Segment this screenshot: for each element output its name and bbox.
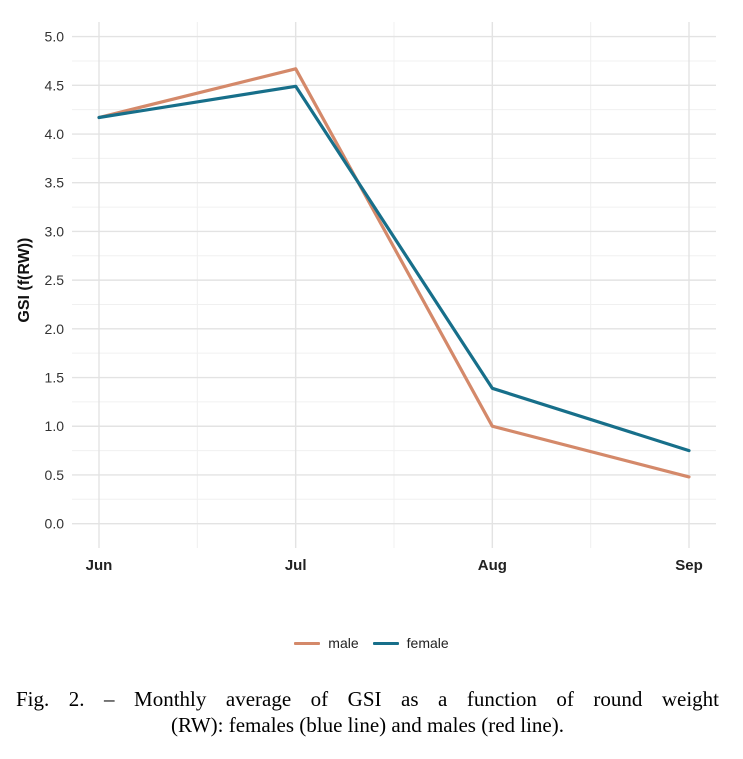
y-tick-label: 2.5 xyxy=(45,272,65,288)
legend-key-female xyxy=(372,641,399,645)
legend-item-female: female xyxy=(372,635,449,651)
legend: male female xyxy=(0,628,743,658)
y-tick-label: 5.0 xyxy=(45,29,65,45)
legend-label-female: female xyxy=(406,635,449,651)
y-tick-labels: 0.0 0.5 1.0 1.5 2.0 2.5 3.0 3.5 4.0 4.5 5.0 xyxy=(45,29,65,532)
x-tick-label-jun: Jun xyxy=(86,557,113,574)
y-tick-label: 2.0 xyxy=(45,321,65,337)
x-tick-label-aug: Aug xyxy=(478,557,507,574)
x-tick-label-sep: Sep xyxy=(675,557,703,574)
series-lines xyxy=(97,67,691,479)
y-tick-label: 4.5 xyxy=(45,77,65,93)
series-line-male xyxy=(97,67,691,479)
caption-line-2: (RW): females (blue line) and males (red… xyxy=(170,713,564,737)
legend-key-male xyxy=(294,641,321,645)
y-tick-label: 1.0 xyxy=(45,418,65,434)
grid-major xyxy=(72,22,716,548)
y-tick-label: 1.5 xyxy=(45,370,65,386)
y-tick-label: 0.5 xyxy=(45,467,65,483)
legend-item-male: male xyxy=(294,635,359,651)
y-axis-title: GSI (f(RW)) xyxy=(16,238,33,323)
grid-minor xyxy=(72,22,716,548)
figure-caption: Fig. 2. – Monthly average of GSI as a fu… xyxy=(16,686,719,738)
x-tick-label-jul: Jul xyxy=(285,557,307,574)
legend-label-male: male xyxy=(328,635,359,651)
series-line-female xyxy=(97,84,691,453)
y-tick-label: 0.0 xyxy=(45,516,65,532)
x-tick-labels: Jun Jul Aug Sep xyxy=(86,557,703,574)
caption-line-1: Fig. 2. – Monthly average of GSI as a fu… xyxy=(16,687,719,711)
y-tick-label: 4.0 xyxy=(45,126,65,142)
line-chart: 0.0 0.5 1.0 1.5 2.0 2.5 3.0 3.5 4.0 4.5 5.0 Jun Jul… xyxy=(16,22,716,574)
y-tick-label: 3.0 xyxy=(45,223,65,239)
y-tick-label: 3.5 xyxy=(45,175,65,191)
